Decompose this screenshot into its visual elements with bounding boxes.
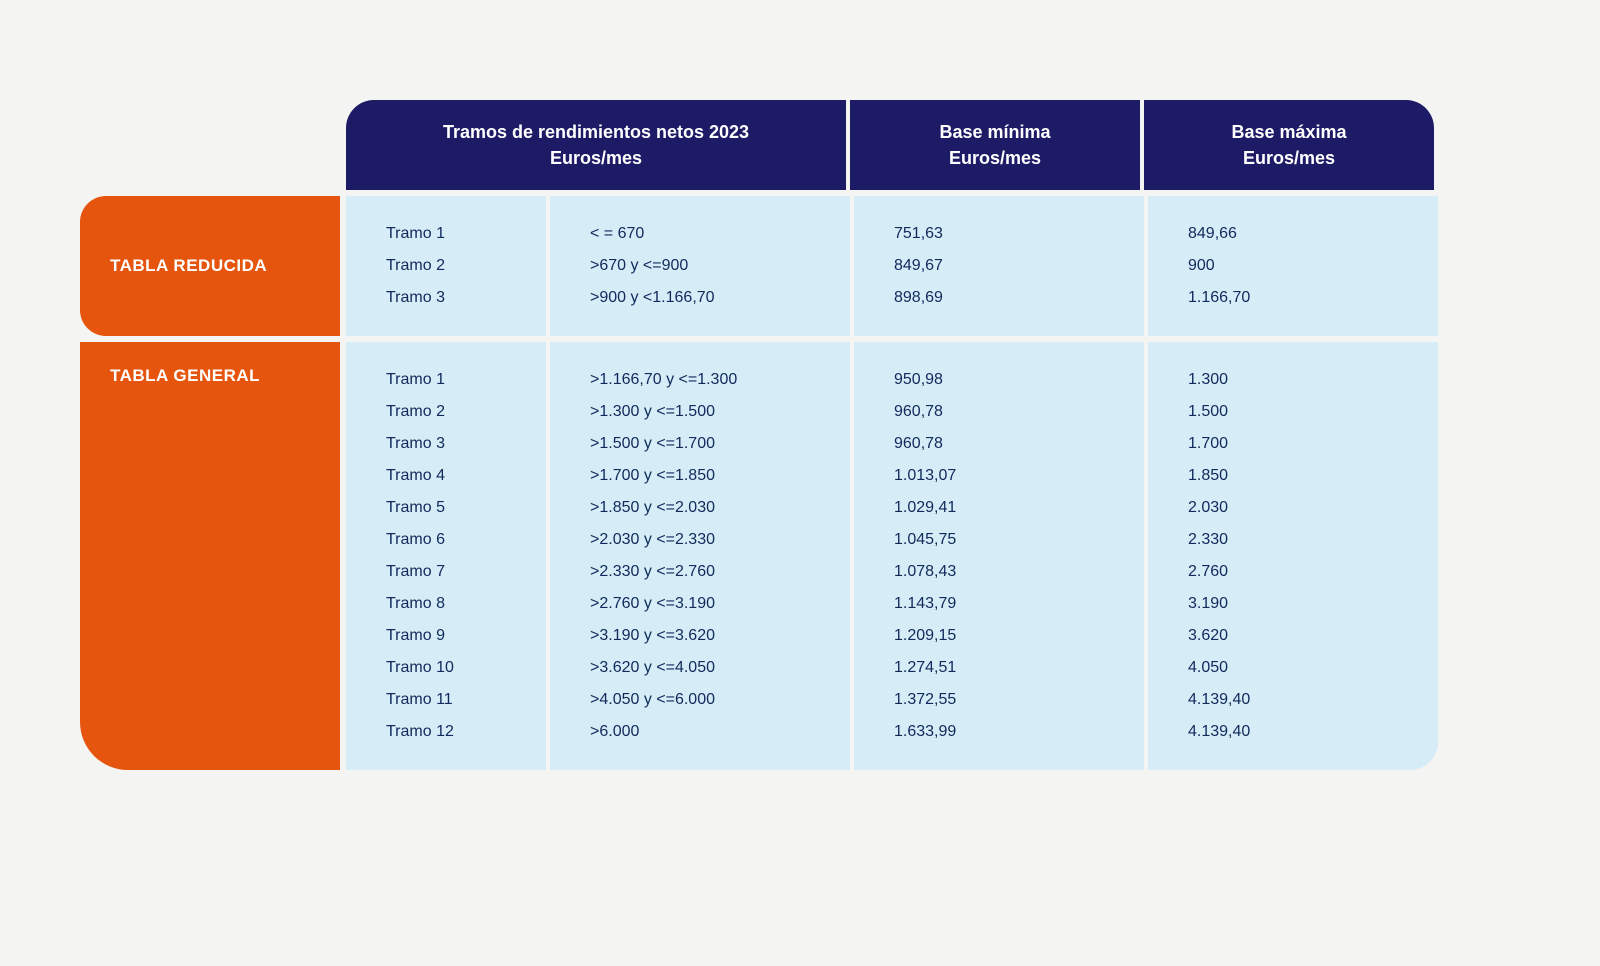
table-cell: < = 670 <box>590 218 850 250</box>
table-cell: >2.330 y <=2.760 <box>590 556 850 588</box>
table-cell: >670 y <=900 <box>590 250 850 282</box>
header-max-line2: Euros/mes <box>1243 148 1335 168</box>
table-cell: Tramo 3 <box>386 282 546 314</box>
table-cell: 1.274,51 <box>894 652 1144 684</box>
table-cell: 4.139,40 <box>1188 716 1438 748</box>
table-cell: 849,66 <box>1188 218 1438 250</box>
table-cell: Tramo 9 <box>386 620 546 652</box>
table-cell: 751,63 <box>894 218 1144 250</box>
table-cell: 1.029,41 <box>894 492 1144 524</box>
header-min-line1: Base mínima <box>939 122 1050 142</box>
table-cell: Tramo 11 <box>386 684 546 716</box>
table-cell: >6.000 <box>590 716 850 748</box>
table-cell: >2.760 y <=3.190 <box>590 588 850 620</box>
table-cell: 1.850 <box>1188 460 1438 492</box>
table-cell: 960,78 <box>894 428 1144 460</box>
table-cell: >1.500 y <=1.700 <box>590 428 850 460</box>
block-general: Tramo 1Tramo 2Tramo 3Tramo 4Tramo 5Tramo… <box>346 342 1520 770</box>
table-cell: 1.013,07 <box>894 460 1144 492</box>
reducida-col-tramo: Tramo 1Tramo 2Tramo 3 <box>346 196 546 336</box>
table-cell: Tramo 1 <box>386 364 546 396</box>
table-cell: 2.030 <box>1188 492 1438 524</box>
header-max-line1: Base máxima <box>1231 122 1346 142</box>
general-col-max: 1.3001.5001.7001.8502.0302.3302.7603.190… <box>1148 342 1438 770</box>
table-cell: >3.190 y <=3.620 <box>590 620 850 652</box>
tramos-table: Tramos de rendimientos netos 2023 Euros/… <box>80 100 1520 770</box>
table-cell: 2.760 <box>1188 556 1438 588</box>
table-cell: Tramo 7 <box>386 556 546 588</box>
header-spacer <box>80 100 340 190</box>
header-row: Tramos de rendimientos netos 2023 Euros/… <box>346 100 1520 190</box>
table-cell: 1.209,15 <box>894 620 1144 652</box>
table-cell: 898,69 <box>894 282 1144 314</box>
table-cell: 1.300 <box>1188 364 1438 396</box>
header-tramos-line1: Tramos de rendimientos netos 2023 <box>443 122 749 142</box>
block-reducida: Tramo 1Tramo 2Tramo 3 < = 670>670 y <=90… <box>346 196 1520 336</box>
reducida-col-max: 849,669001.166,70 <box>1148 196 1438 336</box>
table-cell: 1.372,55 <box>894 684 1144 716</box>
table-cell: >2.030 y <=2.330 <box>590 524 850 556</box>
table-cell: 950,98 <box>894 364 1144 396</box>
table-cell: 4.139,40 <box>1188 684 1438 716</box>
table-cell: 1.078,43 <box>894 556 1144 588</box>
table-cell: Tramo 12 <box>386 716 546 748</box>
table-cell: Tramo 2 <box>386 396 546 428</box>
reducida-col-min: 751,63849,67898,69 <box>854 196 1144 336</box>
table-cell: 1.143,79 <box>894 588 1144 620</box>
table-cell: Tramo 6 <box>386 524 546 556</box>
table-cell: >900 y <1.166,70 <box>590 282 850 314</box>
table-cell: 2.330 <box>1188 524 1438 556</box>
table-cell: 1.045,75 <box>894 524 1144 556</box>
table-cell: 960,78 <box>894 396 1144 428</box>
table-cell: 1.166,70 <box>1188 282 1438 314</box>
label-reducida: TABLA REDUCIDA <box>80 196 340 336</box>
table-cell: Tramo 8 <box>386 588 546 620</box>
header-min: Base mínima Euros/mes <box>850 100 1140 190</box>
table-cell: 849,67 <box>894 250 1144 282</box>
table-cell: Tramo 4 <box>386 460 546 492</box>
table-cell: >4.050 y <=6.000 <box>590 684 850 716</box>
header-max: Base máxima Euros/mes <box>1144 100 1434 190</box>
table-cell: Tramo 5 <box>386 492 546 524</box>
table-cell: Tramo 2 <box>386 250 546 282</box>
table-cell: Tramo 3 <box>386 428 546 460</box>
table-cell: >1.166,70 y <=1.300 <box>590 364 850 396</box>
table-cell: 1.633,99 <box>894 716 1144 748</box>
table-cell: Tramo 1 <box>386 218 546 250</box>
table-cell: >1.850 y <=2.030 <box>590 492 850 524</box>
table-cell: 900 <box>1188 250 1438 282</box>
general-col-min: 950,98960,78960,781.013,071.029,411.045,… <box>854 342 1144 770</box>
header-tramos-line2: Euros/mes <box>550 148 642 168</box>
table-cell: 1.700 <box>1188 428 1438 460</box>
header-min-line2: Euros/mes <box>949 148 1041 168</box>
table-cell: >1.300 y <=1.500 <box>590 396 850 428</box>
header-tramos: Tramos de rendimientos netos 2023 Euros/… <box>346 100 846 190</box>
table-cell: Tramo 10 <box>386 652 546 684</box>
table-cell: >1.700 y <=1.850 <box>590 460 850 492</box>
table-cell: 1.500 <box>1188 396 1438 428</box>
label-general: TABLA GENERAL <box>80 342 340 770</box>
table-cell: 4.050 <box>1188 652 1438 684</box>
table-cell: >3.620 y <=4.050 <box>590 652 850 684</box>
table-cell: 3.620 <box>1188 620 1438 652</box>
general-col-tramo: Tramo 1Tramo 2Tramo 3Tramo 4Tramo 5Tramo… <box>346 342 546 770</box>
reducida-col-rango: < = 670>670 y <=900>900 y <1.166,70 <box>550 196 850 336</box>
table-cell: 3.190 <box>1188 588 1438 620</box>
general-col-rango: >1.166,70 y <=1.300>1.300 y <=1.500>1.50… <box>550 342 850 770</box>
